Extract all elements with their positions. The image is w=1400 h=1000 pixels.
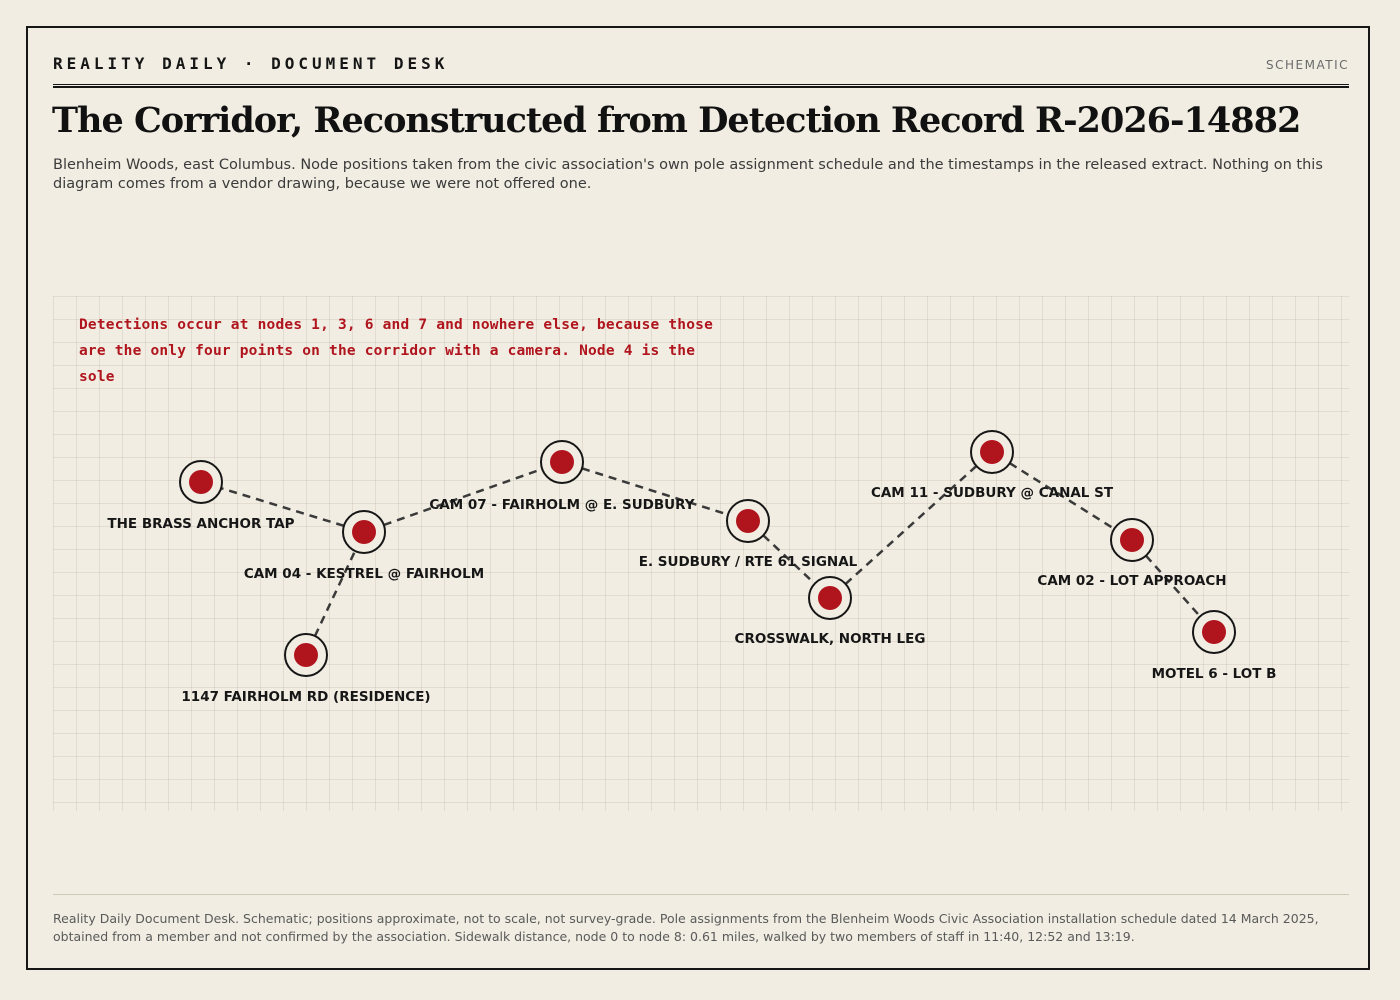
route-segment (1009, 462, 1115, 530)
corridor-node: MOTEL 6 - LOT B (1152, 610, 1277, 682)
route-segment (383, 467, 543, 527)
node-label: CROSSWALK, NORTH LEG (735, 631, 926, 647)
corridor-node: 1147 FAIRHOLM RD (RESIDENCE) (181, 633, 431, 705)
route-segment (313, 550, 357, 637)
node-marker (189, 470, 213, 494)
schematic-tag: SCHEMATIC (1266, 58, 1349, 72)
node-marker (818, 586, 842, 610)
corridor-node: CAM 11 - SUDBURY @ CANAL ST (871, 430, 1114, 501)
source-footer: Reality Daily Document Desk. Schematic; … (53, 911, 1319, 944)
corridor-diagram: Detections occur at nodes 1, 3, 6 and 7 … (53, 296, 1349, 811)
node-label: E. SUDBURY / RTE 61 SIGNAL (639, 554, 858, 570)
node-label: CAM 04 - KESTREL @ FAIRHOLM (244, 566, 484, 582)
corridor-node: E. SUDBURY / RTE 61 SIGNAL (639, 499, 858, 570)
node-label: 1147 FAIRHOLM RD (RESIDENCE) (181, 689, 430, 705)
detection-annotation: Detections occur at nodes 1, 3, 6 and 7 … (79, 317, 714, 385)
route-segment (581, 467, 729, 516)
route-segment (844, 465, 978, 585)
node-label: CAM 11 - SUDBURY @ CANAL ST (871, 485, 1114, 501)
node-label: CAM 07 - FAIRHOLM @ E. SUDBURY (429, 497, 694, 513)
node-label: CAM 02 - LOT APPROACH (1037, 573, 1226, 589)
route-segment (762, 534, 816, 585)
node-marker (352, 520, 376, 544)
route-segment (220, 486, 345, 528)
corridor-svg: 1147 FAIRHOLM RD (RESIDENCE) CAM 04 - KES… (107, 430, 1277, 705)
footer-rule (53, 894, 1349, 895)
page-frame: REALITY DAILY · DOCUMENT DESK SCHEMATIC … (26, 26, 1370, 970)
corridor-node: CAM 02 - LOT APPROACH (1037, 518, 1227, 589)
node-label: THE BRASS ANCHOR TAP (107, 516, 294, 532)
masthead-row: REALITY DAILY · DOCUMENT DESK SCHEMATIC (53, 54, 1349, 94)
node-marker (550, 450, 574, 474)
corridor-node: CAM 07 - FAIRHOLM @ E. SUDBURY (429, 440, 695, 513)
node-marker (1202, 620, 1226, 644)
corridor-node: CAM 04 - KESTREL @ FAIRHOLM (244, 510, 484, 582)
corridor-node: THE BRASS ANCHOR TAP (107, 460, 295, 532)
masthead-rule (53, 84, 1349, 88)
node-marker (1120, 528, 1144, 552)
node-marker (980, 440, 1004, 464)
page-title: The Corridor, Reconstructed from Detecti… (52, 100, 1301, 141)
corridor-node: CROSSWALK, NORTH LEG (735, 576, 926, 647)
node-marker (736, 509, 760, 533)
node-label: MOTEL 6 - LOT B (1152, 666, 1277, 682)
page-subtitle: Blenheim Woods, east Columbus. Node posi… (53, 157, 1323, 192)
node-marker (294, 643, 318, 667)
masthead: REALITY DAILY · DOCUMENT DESK (53, 54, 449, 73)
